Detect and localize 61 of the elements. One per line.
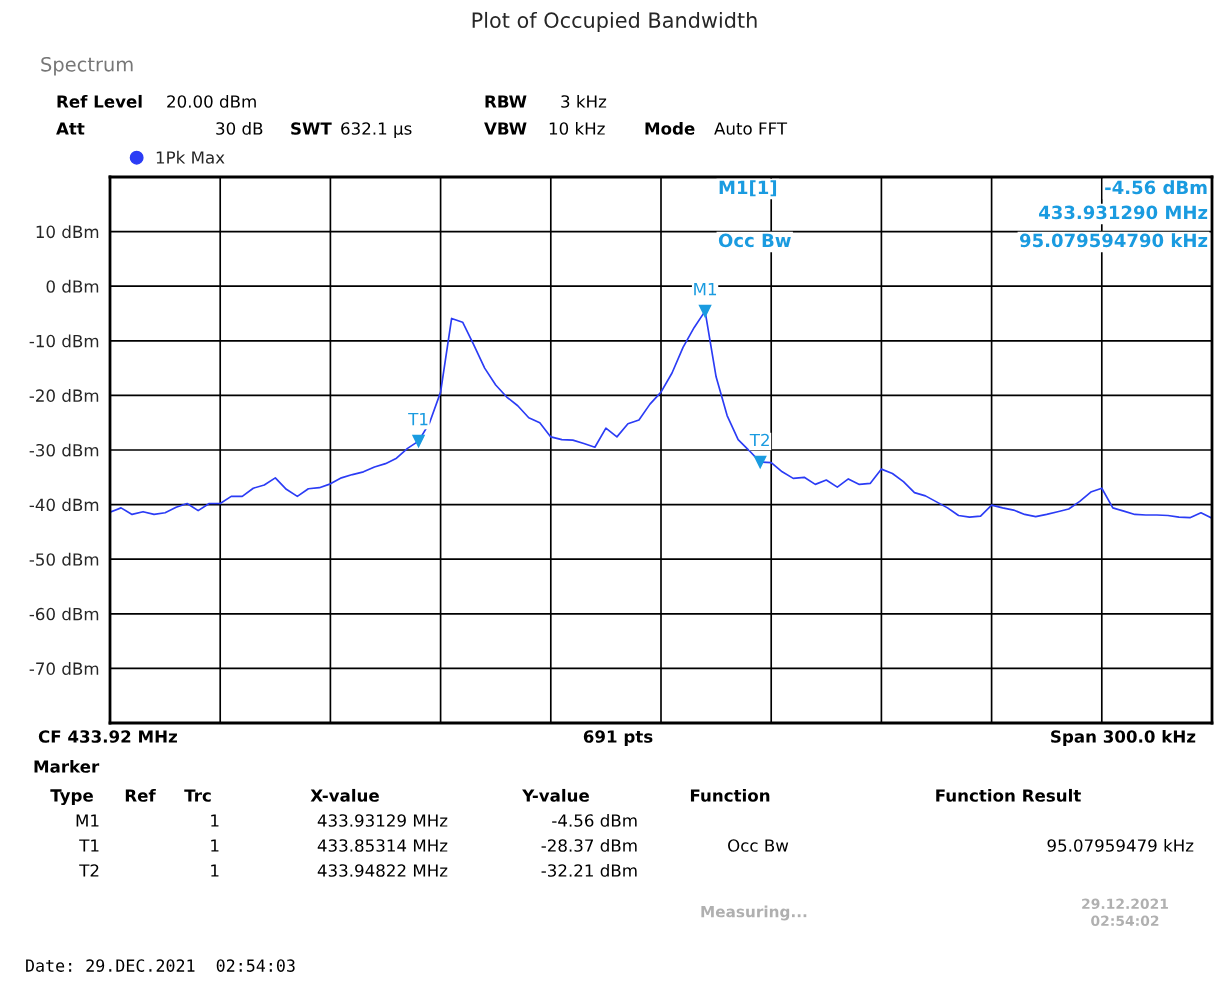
text: T2 bbox=[79, 864, 99, 877]
annotation: M1[1] bbox=[719, 180, 777, 197]
text: 02:54:02 bbox=[1091, 915, 1159, 927]
text: 433.85314 MHz bbox=[317, 839, 448, 852]
text: Ref Level bbox=[57, 94, 142, 108]
text: -28.37 dBm bbox=[541, 838, 637, 852]
y-tick-label: -50 dBm bbox=[29, 552, 99, 566]
text: 1 bbox=[211, 864, 219, 877]
y-tick-label: -70 dBm bbox=[29, 662, 99, 675]
y-tick-label: -40 dBm bbox=[29, 498, 99, 512]
text: Span 300.0 kHz bbox=[1051, 729, 1196, 747]
legend-label: 1Pk Max bbox=[156, 150, 225, 164]
text: 433.94822 MHz bbox=[317, 864, 448, 877]
text: 20.00 dBm bbox=[167, 94, 256, 108]
text: 433.93129 MHz bbox=[317, 814, 448, 827]
text: Mode bbox=[645, 121, 695, 135]
annotation: -4.56 dBm bbox=[1105, 180, 1207, 195]
text: Marker bbox=[34, 759, 100, 773]
text: Measuring... bbox=[701, 905, 807, 921]
annotation: Occ Bw bbox=[718, 233, 791, 248]
text: 30 dB bbox=[216, 121, 263, 135]
text: Date: 29.DEC.2021 02:54:03 bbox=[26, 959, 295, 972]
annotation: 95.079594790 kHz bbox=[1019, 233, 1208, 248]
y-tick-label: 10 dBm bbox=[36, 225, 99, 239]
text: Att bbox=[56, 122, 85, 135]
text: X-value bbox=[310, 788, 379, 802]
text: -32.21 dBm bbox=[541, 863, 637, 877]
text: RBW bbox=[485, 95, 527, 108]
text: -4.56 dBm bbox=[552, 813, 637, 827]
y-tick-label: -60 dBm bbox=[29, 607, 99, 621]
text: T1 bbox=[79, 839, 99, 852]
text: 3 kHz bbox=[561, 94, 607, 108]
text: Occ Bw bbox=[728, 839, 789, 852]
annotation: M1 bbox=[694, 282, 717, 296]
annotation: 433.931290 MHz bbox=[1039, 205, 1208, 220]
text: Auto FFT bbox=[714, 122, 788, 135]
text: M1 bbox=[76, 814, 99, 827]
y-tick-label: 0 dBm bbox=[46, 279, 99, 293]
text: CF 433.92 MHz bbox=[38, 730, 177, 743]
text: 1 bbox=[211, 814, 219, 827]
text: 691 pts bbox=[583, 730, 653, 747]
text: SWT bbox=[291, 122, 332, 135]
text: 95.07959479 kHz bbox=[1047, 838, 1194, 852]
annotation: T1 bbox=[408, 412, 428, 426]
text: 29.12.2021 bbox=[1082, 898, 1168, 910]
y-tick-label: -20 dBm bbox=[29, 389, 99, 402]
text: VBW bbox=[484, 122, 527, 135]
annotation: T2 bbox=[749, 433, 769, 447]
text: Trc bbox=[184, 789, 211, 802]
chart-title: Plot of Occupied Bandwidth bbox=[472, 11, 757, 33]
y-tick-label: -30 dBm bbox=[29, 443, 99, 457]
text: Type bbox=[50, 789, 93, 806]
text: 10 kHz bbox=[549, 121, 605, 135]
text: Y-value bbox=[522, 788, 589, 802]
y-tick-label: -10 dBm bbox=[29, 334, 99, 348]
text: Ref bbox=[125, 788, 156, 802]
text: Function bbox=[690, 788, 770, 802]
text: Function Result bbox=[936, 788, 1081, 802]
text: 1 bbox=[211, 839, 219, 852]
text: 632.1 µs bbox=[341, 122, 412, 139]
text: Spectrum bbox=[41, 56, 133, 76]
